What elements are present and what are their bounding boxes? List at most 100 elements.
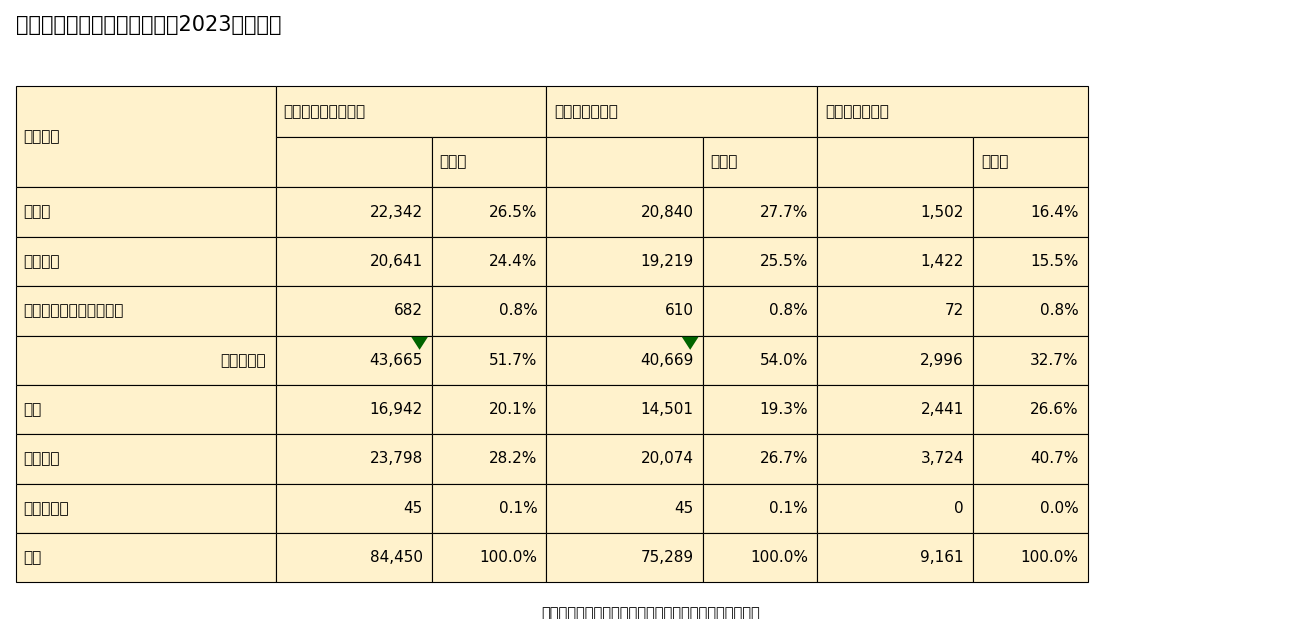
Text: 40,669: 40,669 (640, 353, 693, 368)
Bar (703, 137, 817, 188)
Bar (276, 188, 432, 237)
Bar (973, 137, 1088, 188)
Text: 19.3%: 19.3% (760, 402, 808, 417)
Text: 構成比: 構成比 (710, 155, 738, 170)
Bar (16, 435, 276, 483)
Bar (276, 483, 432, 533)
Bar (703, 385, 817, 435)
Bar (432, 385, 546, 435)
Text: 通信制（公私合計）: 通信制（公私合計） (284, 104, 366, 119)
Text: 0.1%: 0.1% (498, 501, 537, 516)
Text: 100.0%: 100.0% (1020, 550, 1079, 565)
Polygon shape (682, 337, 699, 350)
Bar (546, 385, 703, 435)
Bar (546, 335, 703, 385)
Bar (276, 385, 432, 435)
Bar (546, 286, 703, 335)
Bar (973, 483, 1088, 533)
Bar (703, 188, 817, 237)
Bar (817, 237, 973, 286)
Bar (546, 188, 703, 237)
Text: 26.6%: 26.6% (1030, 402, 1079, 417)
Bar (703, 335, 817, 385)
Text: 51.7%: 51.7% (489, 353, 537, 368)
Text: 進路未定: 進路未定 (23, 451, 60, 467)
Bar (546, 137, 703, 188)
Text: 不詳・死亡: 不詳・死亡 (23, 501, 69, 516)
Text: 2,441: 2,441 (921, 402, 964, 417)
Text: 就職: 就職 (23, 402, 42, 417)
Bar (276, 86, 546, 137)
Bar (546, 435, 703, 483)
Text: 72: 72 (945, 303, 964, 318)
Bar (817, 335, 973, 385)
Bar (432, 237, 546, 286)
Bar (276, 137, 432, 188)
Bar (973, 335, 1088, 385)
Bar (973, 286, 1088, 335)
Bar (432, 137, 546, 188)
Text: 0.1%: 0.1% (769, 501, 808, 516)
Bar (817, 237, 973, 286)
Bar (432, 286, 546, 335)
Bar (817, 385, 973, 435)
Bar (546, 188, 703, 237)
Bar (276, 188, 432, 237)
Text: 23,798: 23,798 (369, 451, 423, 467)
Bar (973, 137, 1088, 188)
Bar (16, 533, 276, 582)
Polygon shape (411, 337, 428, 350)
Bar (276, 533, 432, 582)
Text: 0.8%: 0.8% (1039, 303, 1079, 318)
Text: 9,161: 9,161 (920, 550, 964, 565)
Text: 3,724: 3,724 (921, 451, 964, 467)
Bar (546, 483, 703, 533)
Text: 28.2%: 28.2% (489, 451, 537, 467)
Bar (546, 86, 817, 137)
Text: 25.5%: 25.5% (760, 254, 808, 269)
Bar (276, 286, 432, 335)
Bar (16, 335, 276, 385)
Text: 1,422: 1,422 (921, 254, 964, 269)
Bar (432, 188, 546, 237)
Text: 公共職業能力開発施設等: 公共職業能力開発施設等 (23, 303, 124, 318)
Text: 100.0%: 100.0% (749, 550, 808, 565)
Text: 682: 682 (394, 303, 423, 318)
Bar (817, 533, 973, 582)
Text: 54.0%: 54.0% (760, 353, 808, 368)
Bar (817, 286, 973, 335)
Text: 構成比: 構成比 (981, 155, 1008, 170)
Bar (16, 286, 276, 335)
Bar (817, 483, 973, 533)
Bar (16, 237, 276, 286)
Text: 45: 45 (674, 501, 693, 516)
Bar (432, 385, 546, 435)
Bar (817, 435, 973, 483)
Bar (817, 286, 973, 335)
Text: 16.4%: 16.4% (1030, 205, 1079, 220)
Bar (703, 483, 817, 533)
Text: 進学者合計: 進学者合計 (220, 353, 265, 368)
Bar (276, 237, 432, 286)
Bar (276, 237, 432, 286)
Bar (546, 286, 703, 335)
Bar (703, 286, 817, 335)
Text: 20,074: 20,074 (640, 451, 693, 467)
Text: 27.7%: 27.7% (760, 205, 808, 220)
Text: 1,502: 1,502 (921, 205, 964, 220)
Bar (276, 483, 432, 533)
Bar (973, 335, 1088, 385)
Bar (973, 385, 1088, 435)
Bar (432, 483, 546, 533)
Bar (973, 483, 1088, 533)
Text: 0.8%: 0.8% (769, 303, 808, 318)
Bar (703, 237, 817, 286)
Text: 610: 610 (665, 303, 693, 318)
Text: 32.7%: 32.7% (1030, 353, 1079, 368)
Text: 進路区分: 進路区分 (23, 129, 60, 144)
Bar (546, 86, 817, 137)
Bar (973, 188, 1088, 237)
Bar (973, 286, 1088, 335)
Bar (817, 385, 973, 435)
Bar (703, 385, 817, 435)
